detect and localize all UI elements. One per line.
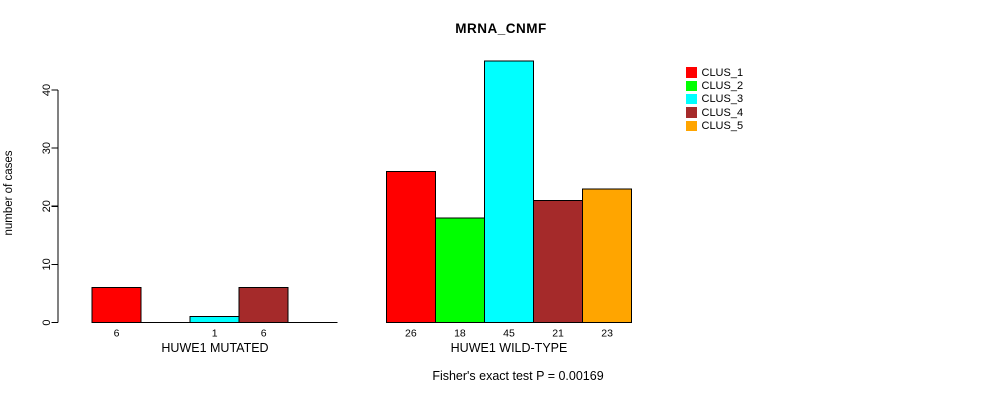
- bar-clus_2-group-1: [434, 217, 485, 323]
- legend-swatch-clus-3-icon: [686, 93, 697, 105]
- legend-item-clus-2: CLUS_2: [686, 79, 743, 92]
- y-tick-label: 20: [41, 200, 53, 212]
- bar-value-label: 6: [261, 328, 267, 340]
- x-group-label-mutated: HUWE1 MUTATED: [161, 341, 269, 355]
- bar-clus_3-group-0: [189, 316, 240, 323]
- fisher-test-annotation: Fisher's exact test P = 0.00169: [432, 369, 604, 383]
- y-tick-label: 0: [41, 319, 53, 325]
- bar-clus_1-group-0: [91, 287, 142, 323]
- legend-swatch-clus-1-icon: [686, 67, 697, 78]
- bar-value-label: 1: [212, 328, 218, 340]
- legend-swatch-clus-5-icon: [686, 120, 697, 132]
- bar-value-label: 21: [552, 328, 564, 340]
- legend-item-clus-3: CLUS_3: [686, 93, 743, 106]
- legend-label-clus-5: CLUS_5: [701, 119, 744, 132]
- legend-item-clus-5: CLUS_5: [686, 119, 743, 132]
- legend-label-clus-1: CLUS_1: [701, 66, 744, 79]
- legend-item-clus-4: CLUS_4: [686, 106, 743, 119]
- x-group-label-wildtype: HUWE1 WILD-TYPE: [450, 341, 568, 355]
- legend: CLUS_1 CLUS_2 CLUS_3 CLUS_4 CLUS_5: [686, 66, 743, 132]
- y-tick-label: 30: [41, 142, 53, 154]
- bar-clus_4-group-1: [533, 199, 584, 323]
- bar-value-label: 23: [601, 328, 613, 340]
- bar-clus_1-group-1: [385, 170, 436, 323]
- legend-item-clus-1: CLUS_1: [686, 66, 743, 79]
- y-tick-label: 40: [41, 84, 53, 96]
- legend-label-clus-2: CLUS_2: [701, 79, 744, 92]
- legend-label-clus-4: CLUS_4: [701, 106, 744, 119]
- y-tick-label: 10: [41, 258, 53, 270]
- bar-clus_4-group-0: [238, 287, 289, 323]
- bar-value-label: 45: [503, 328, 515, 340]
- bar-value-label: 26: [405, 328, 417, 340]
- chart-title: MRNA_CNMF: [455, 21, 547, 36]
- legend-swatch-clus-4-icon: [686, 107, 697, 118]
- legend-swatch-clus-2-icon: [686, 80, 697, 92]
- bar-value-label: 18: [454, 328, 466, 340]
- legend-label-clus-3: CLUS_3: [701, 93, 744, 106]
- bar-clus_5-group-1: [582, 188, 633, 323]
- bar-clus_3-group-1: [483, 60, 535, 323]
- bar-value-label: 6: [114, 328, 120, 340]
